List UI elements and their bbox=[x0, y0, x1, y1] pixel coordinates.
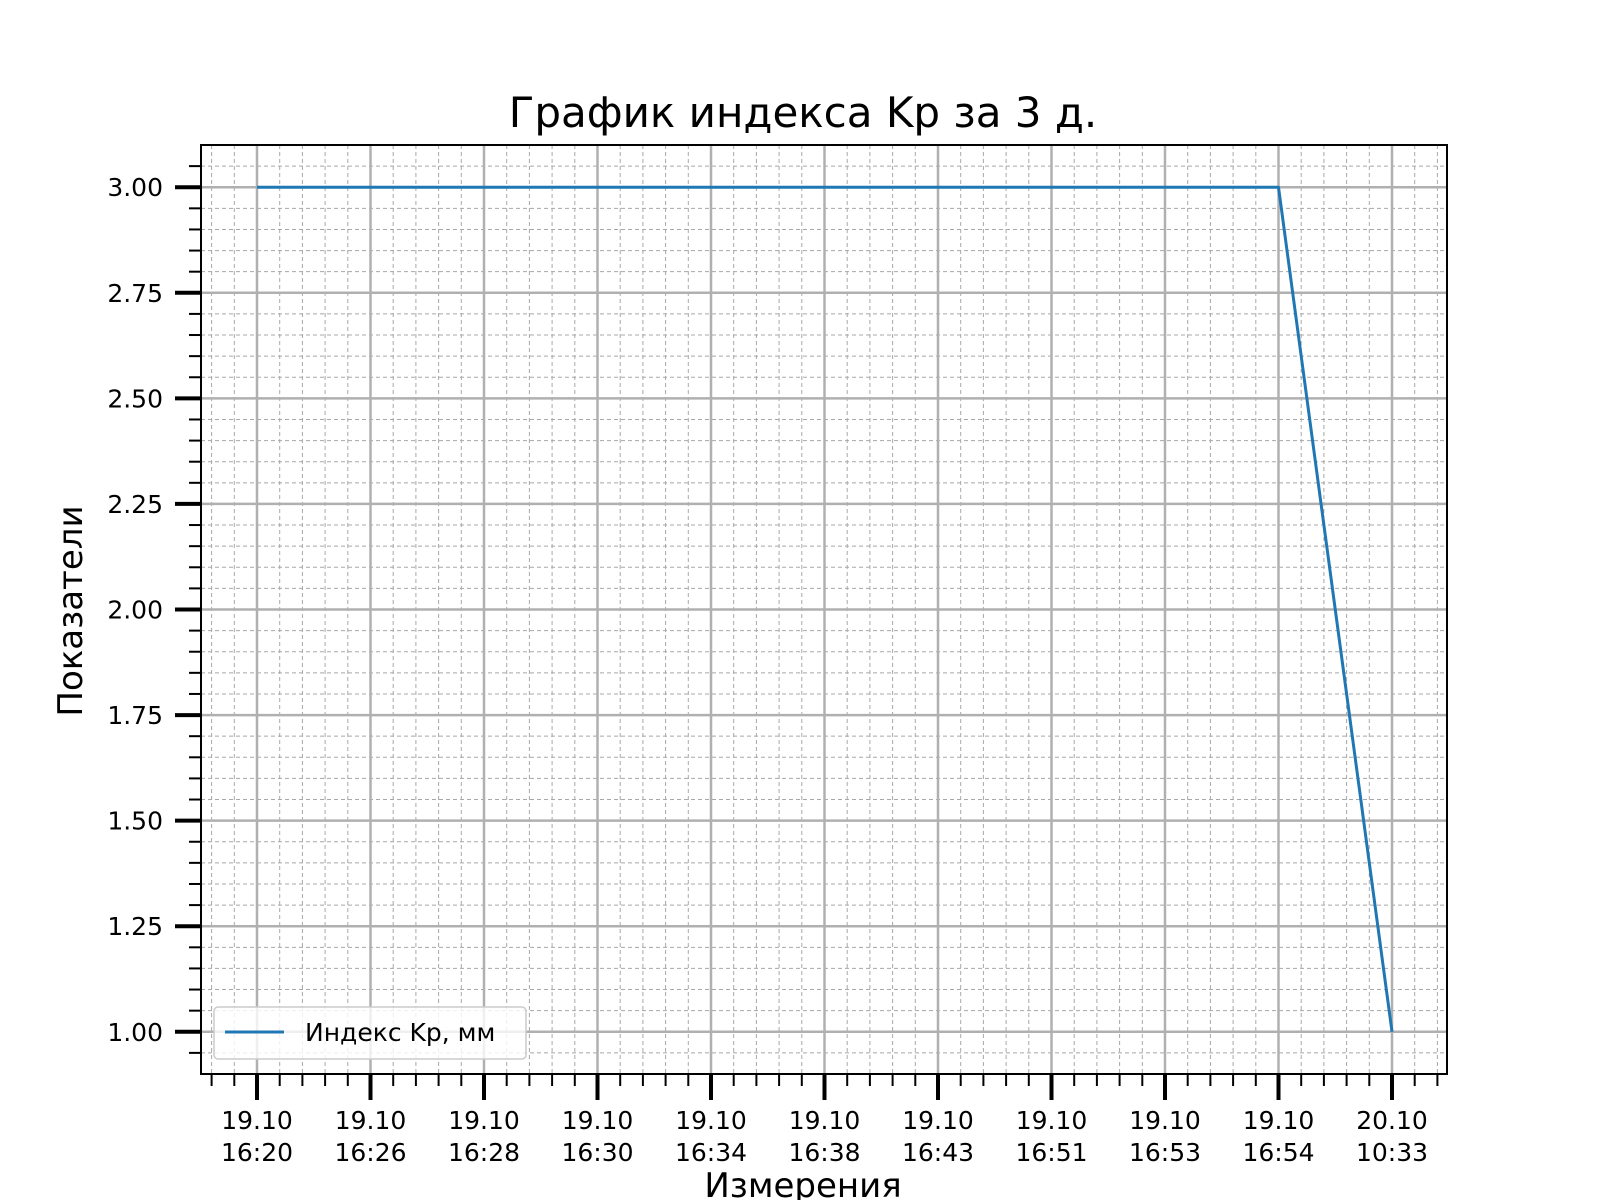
x-tick-label-line: 19.10 bbox=[1129, 1106, 1201, 1135]
y-tick-label: 2.25 bbox=[107, 490, 163, 519]
x-tick-label-line: 19.10 bbox=[675, 1106, 747, 1135]
x-tick-label: 19.10 16:34 bbox=[675, 1106, 747, 1167]
legend-label: Индекс Kp, мм bbox=[305, 1018, 495, 1047]
y-tick-label: 3.00 bbox=[107, 173, 163, 202]
x-tick-label: 19.10 16:38 bbox=[788, 1106, 860, 1167]
x-tick-label: 20.10 10:33 bbox=[1356, 1106, 1428, 1167]
x-tick-label-line: 16:43 bbox=[902, 1138, 974, 1167]
major-grid bbox=[201, 145, 1447, 1074]
x-tick-label-line: 19.10 bbox=[335, 1106, 407, 1135]
y-tick-label: 2.00 bbox=[107, 596, 163, 625]
x-tick-label-line: 16:30 bbox=[561, 1138, 633, 1167]
x-tick-label-line: 16:26 bbox=[334, 1138, 406, 1167]
x-tick-label-line: 10:33 bbox=[1356, 1138, 1428, 1167]
x-tick-label: 19.10 16:51 bbox=[1015, 1106, 1087, 1167]
legend-box bbox=[213, 1006, 527, 1060]
x-tick-label-line: 16:28 bbox=[448, 1138, 520, 1167]
x-tick-label-line: 19.10 bbox=[562, 1106, 634, 1135]
x-tick-label-line: 19.10 bbox=[1016, 1106, 1088, 1135]
x-tick-label-line: 16:51 bbox=[1015, 1138, 1087, 1167]
y-tick-label: 1.75 bbox=[107, 701, 163, 730]
x-tick-label: 19.10 16:30 bbox=[561, 1106, 633, 1167]
y-tick-label: 2.50 bbox=[107, 384, 163, 413]
series-layer bbox=[256, 185, 1394, 1032]
x-tick-label-line: 19.10 bbox=[789, 1106, 861, 1135]
x-tick-label-line: 16:20 bbox=[221, 1138, 293, 1167]
x-tick-label-line: 19.10 bbox=[221, 1106, 293, 1135]
y-tick-label: 2.75 bbox=[107, 279, 163, 308]
y-tick-label: 1.25 bbox=[107, 912, 163, 941]
x-tick-label-line: 16:34 bbox=[675, 1138, 747, 1167]
x-tick-label: 19.10 16:26 bbox=[334, 1106, 406, 1167]
x-tick-label-line: 19.10 bbox=[1243, 1106, 1315, 1135]
x-tick-label: 19.10 16:53 bbox=[1129, 1106, 1201, 1167]
chart-title: График индекса Kp за 3 д. bbox=[509, 88, 1098, 137]
y-axis-label: Показатели bbox=[51, 505, 91, 716]
x-tick-label-line: 16:54 bbox=[1242, 1138, 1314, 1167]
x-tick-label: 19.10 16:54 bbox=[1242, 1106, 1314, 1167]
x-tick-label: 19.10 16:20 bbox=[221, 1106, 293, 1167]
y-tick-label: 1.50 bbox=[107, 807, 163, 836]
x-tick-label: 19.10 16:43 bbox=[902, 1106, 974, 1167]
x-axis-label: Измерения bbox=[704, 1166, 901, 1200]
x-tick-label-line: 20.10 bbox=[1356, 1106, 1428, 1135]
x-tick-label-line: 19.10 bbox=[902, 1106, 974, 1135]
tick-label-layer: 19.10 16:20 19.10 16:26 19.10 16:28 19.10 16:30… bbox=[107, 173, 1428, 1167]
x-tick-label-line: 19.10 bbox=[448, 1106, 520, 1135]
tick-layer bbox=[175, 165, 1439, 1100]
x-tick-label: 19.10 16:28 bbox=[448, 1106, 520, 1167]
x-tick-label-line: 16:38 bbox=[788, 1138, 860, 1167]
legend: Индекс Kp, мм bbox=[213, 1006, 527, 1060]
y-tick-label: 1.00 bbox=[107, 1018, 163, 1047]
x-tick-label-line: 16:53 bbox=[1129, 1138, 1201, 1167]
